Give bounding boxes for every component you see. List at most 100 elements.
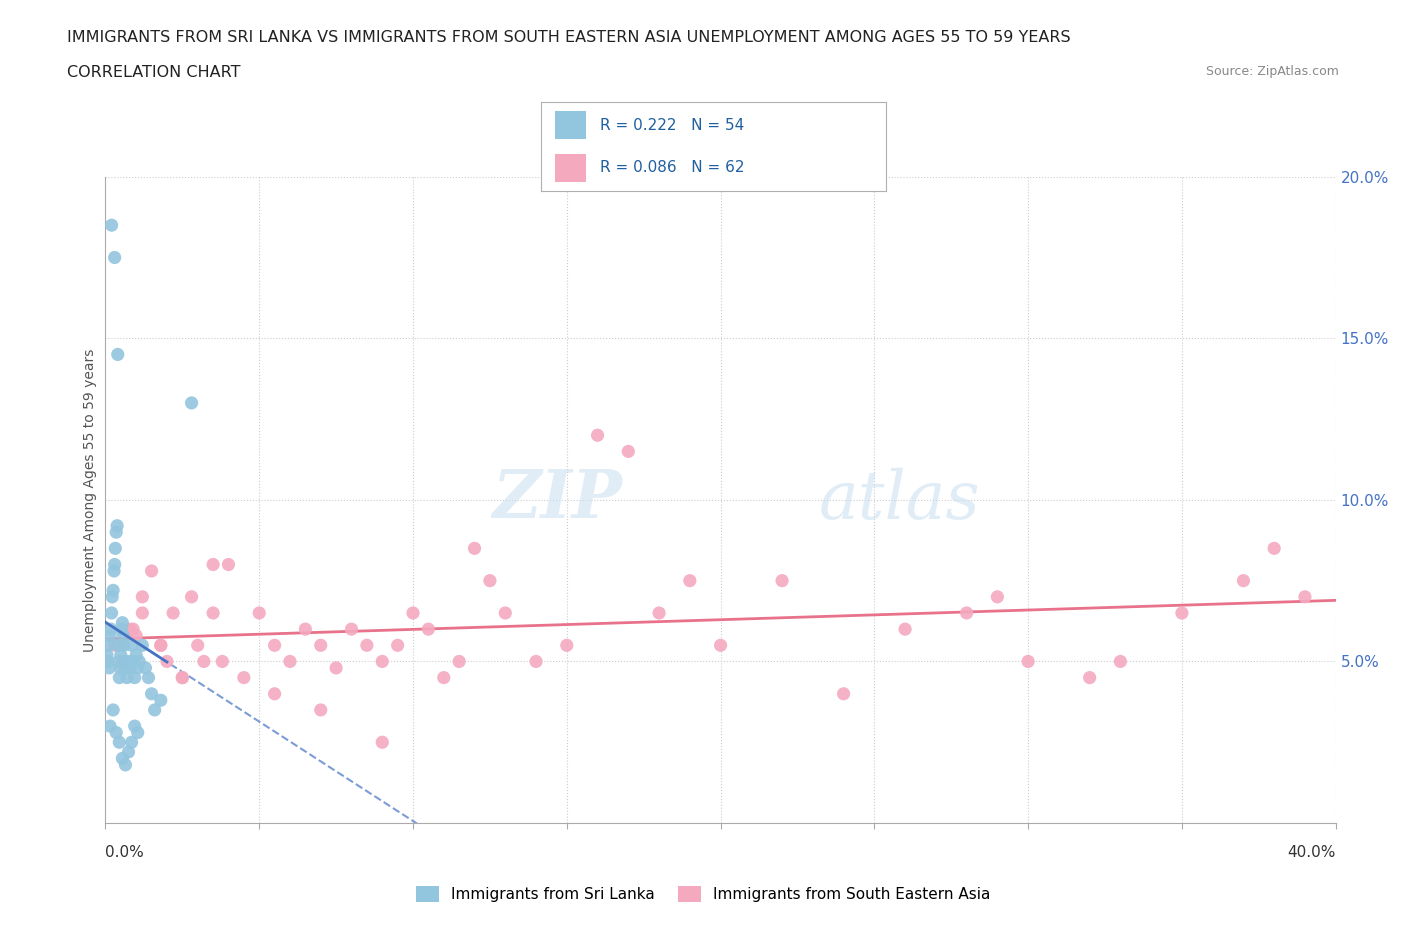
Legend: Immigrants from Sri Lanka, Immigrants from South Eastern Asia: Immigrants from Sri Lanka, Immigrants fr…: [409, 880, 997, 909]
Point: [104, 638, 127, 653]
Point: [464, 541, 486, 556]
Point: [111, 751, 134, 766]
Point: [110, 647, 132, 662]
Point: [202, 557, 225, 572]
Point: [180, 395, 202, 410]
Point: [107, 638, 129, 653]
Point: [104, 541, 127, 556]
Point: [149, 638, 172, 653]
Point: [894, 622, 917, 637]
Point: [617, 444, 640, 458]
Point: [679, 573, 702, 588]
Point: [131, 605, 153, 620]
Point: [402, 605, 425, 620]
Point: [103, 564, 125, 578]
Bar: [555, 153, 586, 182]
Point: [134, 660, 156, 675]
Point: [122, 622, 145, 637]
Point: [98, 628, 121, 643]
Point: [1078, 671, 1101, 685]
Point: [122, 654, 145, 669]
Text: R = 0.086   N = 62: R = 0.086 N = 62: [600, 160, 744, 175]
Point: [124, 671, 146, 685]
Point: [371, 735, 394, 750]
Text: CORRELATION CHART: CORRELATION CHART: [67, 65, 240, 80]
Point: [138, 671, 160, 685]
Text: Source: ZipAtlas.com: Source: ZipAtlas.com: [1205, 65, 1339, 78]
Point: [107, 654, 129, 669]
Point: [325, 660, 347, 675]
Point: [478, 573, 501, 588]
Point: [110, 660, 132, 675]
Point: [105, 725, 128, 740]
Point: [105, 525, 128, 539]
Point: [97, 654, 120, 669]
Point: [108, 735, 131, 750]
Point: [121, 735, 143, 750]
Point: [1294, 590, 1316, 604]
Point: [112, 638, 135, 653]
Point: [494, 605, 516, 620]
Point: [149, 693, 172, 708]
Point: [112, 628, 135, 643]
Point: [115, 671, 138, 685]
Y-axis label: Unemployment Among Ages 55 to 59 years: Unemployment Among Ages 55 to 59 years: [83, 348, 97, 652]
Point: [340, 622, 363, 637]
Point: [114, 757, 136, 772]
Point: [986, 590, 1008, 604]
Point: [121, 638, 143, 653]
Point: [586, 428, 609, 443]
Point: [101, 583, 124, 598]
Point: [1109, 654, 1132, 669]
Point: [211, 654, 233, 669]
Point: [770, 573, 793, 588]
Point: [218, 557, 240, 572]
Point: [105, 518, 128, 533]
Point: [193, 654, 215, 669]
Text: 40.0%: 40.0%: [1288, 845, 1336, 860]
Point: [832, 686, 855, 701]
Point: [100, 622, 122, 637]
Point: [111, 616, 134, 631]
Point: [1232, 573, 1254, 588]
Point: [100, 218, 122, 232]
Point: [124, 719, 146, 734]
Point: [101, 702, 124, 717]
Point: [110, 638, 132, 653]
Point: [120, 622, 141, 637]
Point: [125, 628, 148, 643]
Point: [278, 654, 301, 669]
Point: [117, 745, 139, 760]
Point: [247, 605, 270, 620]
Point: [524, 654, 547, 669]
Point: [98, 660, 121, 675]
Point: [449, 654, 471, 669]
Point: [232, 671, 254, 685]
Point: [131, 590, 153, 604]
Point: [143, 702, 166, 717]
Point: [125, 647, 148, 662]
Point: [120, 660, 141, 675]
Point: [294, 622, 316, 637]
Point: [117, 654, 139, 669]
Point: [180, 590, 202, 604]
Point: [162, 605, 184, 620]
Text: R = 0.222   N = 54: R = 0.222 N = 54: [600, 118, 744, 133]
Point: [1017, 654, 1039, 669]
Point: [263, 686, 285, 701]
Point: [309, 638, 332, 653]
Point: [104, 250, 127, 265]
Point: [114, 654, 136, 669]
Point: [98, 719, 121, 734]
Point: [108, 671, 131, 685]
Point: [956, 605, 979, 620]
Point: [555, 638, 578, 653]
Point: [156, 654, 179, 669]
Point: [112, 654, 135, 669]
Bar: [555, 111, 586, 140]
Point: [127, 725, 149, 740]
Point: [128, 654, 150, 669]
Point: [371, 654, 394, 669]
Point: [263, 638, 285, 653]
Point: [141, 686, 163, 701]
